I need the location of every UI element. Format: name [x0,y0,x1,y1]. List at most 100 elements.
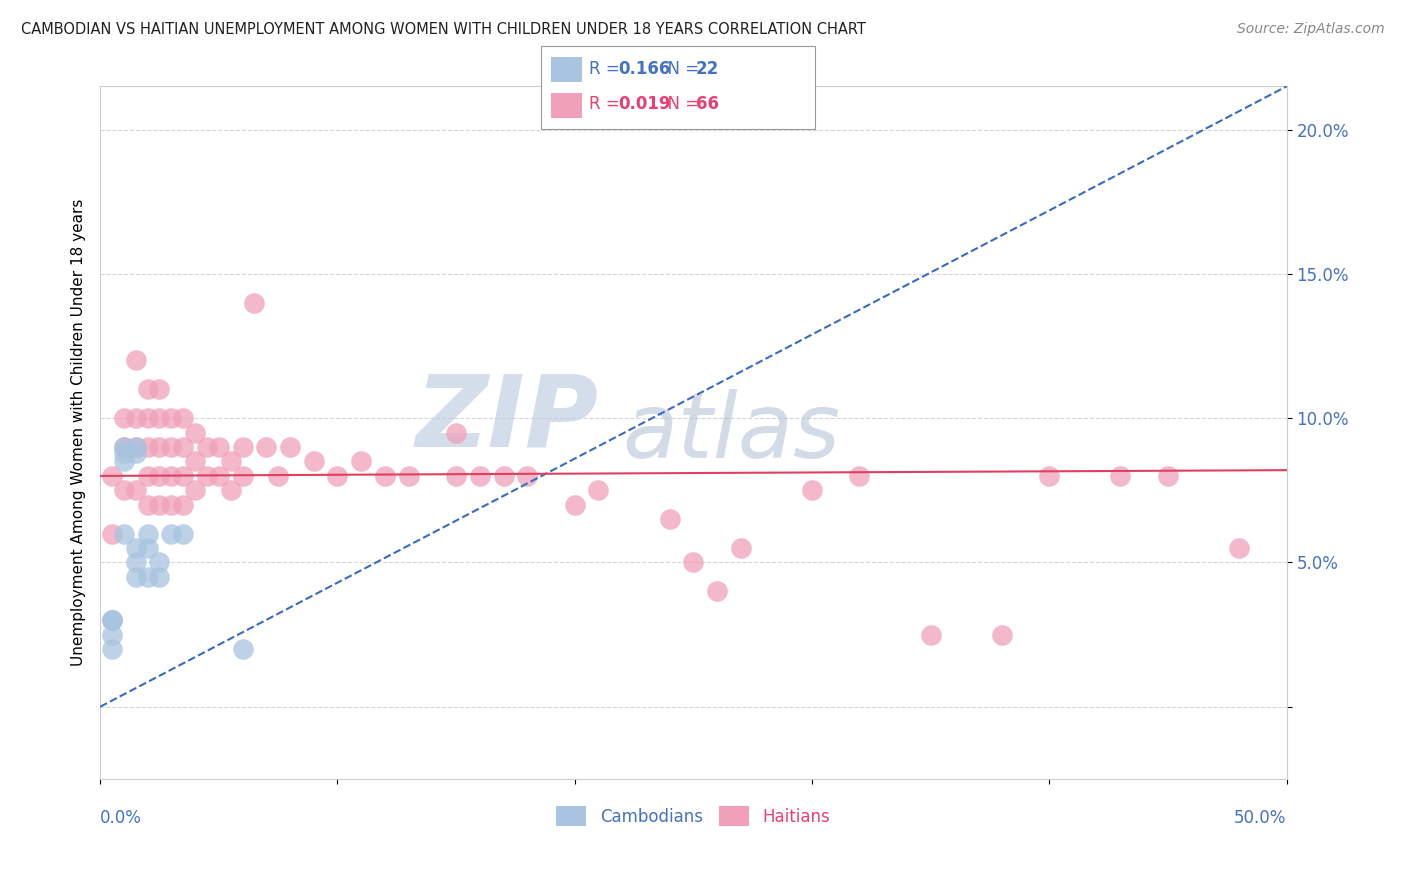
Point [101,627,124,641]
Point [991,627,1014,641]
Point [172,526,194,541]
Y-axis label: Unemployment Among Women with Children Under 18 years: Unemployment Among Women with Children U… [72,199,86,666]
Point [112,446,135,460]
Text: Source: ZipAtlas.com: Source: ZipAtlas.com [1237,22,1385,37]
Point [125,411,148,425]
Point [172,440,194,454]
Point [136,440,159,454]
Point [184,425,207,440]
Point [350,454,373,468]
Text: atlas: atlas [623,389,841,476]
Text: ZIP: ZIP [415,370,599,467]
Text: N =: N = [657,95,704,113]
Point [148,440,170,454]
Point [125,570,148,584]
Point [148,382,170,396]
Point [136,541,159,555]
Text: CAMBODIAN VS HAITIAN UNEMPLOYMENT AMONG WOMEN WITH CHILDREN UNDER 18 YEARS CORRE: CAMBODIAN VS HAITIAN UNEMPLOYMENT AMONG … [21,22,866,37]
Text: R =: R = [589,95,626,113]
Point [243,295,266,310]
Point [172,469,194,483]
Point [125,440,148,454]
Point [730,541,752,555]
Point [112,454,135,468]
Point [278,440,301,454]
Point [920,627,942,641]
Text: 22: 22 [696,60,720,78]
Text: 0.019: 0.019 [619,95,671,113]
Point [125,353,148,368]
Text: 66: 66 [696,95,718,113]
Point [492,469,515,483]
Point [125,440,148,454]
Point [444,469,467,483]
Point [658,512,681,526]
Point [219,454,242,468]
Point [1038,469,1060,483]
Point [184,483,207,498]
Point [848,469,870,483]
Point [148,469,170,483]
Point [208,469,231,483]
Point [706,584,728,599]
Point [682,556,704,570]
Point [112,483,135,498]
Text: 0.0%: 0.0% [100,809,142,828]
Point [1109,469,1132,483]
Point [125,556,148,570]
Point [112,440,135,454]
Point [195,469,218,483]
Point [172,498,194,512]
Point [101,642,124,657]
Point [219,483,242,498]
Point [148,570,170,584]
Point [516,469,538,483]
Point [172,411,194,425]
Text: 0.166: 0.166 [619,60,671,78]
Point [444,425,467,440]
Point [148,556,170,570]
Point [468,469,491,483]
Point [136,469,159,483]
Point [136,570,159,584]
Point [125,446,148,460]
Legend: Cambodians, Haitians: Cambodians, Haitians [550,799,837,833]
Point [564,498,586,512]
Point [231,642,253,657]
Point [148,411,170,425]
Point [208,440,231,454]
Point [160,440,183,454]
Point [231,440,253,454]
Text: N =: N = [657,60,704,78]
Point [302,454,325,468]
Point [398,469,420,483]
Point [160,498,183,512]
Point [101,613,124,627]
Point [148,498,170,512]
Point [136,498,159,512]
Point [267,469,290,483]
Point [1227,541,1250,555]
Point [195,440,218,454]
Point [588,483,610,498]
Point [326,469,349,483]
Point [112,440,135,454]
Point [101,613,124,627]
Text: R =: R = [589,60,626,78]
Point [136,526,159,541]
Point [231,469,253,483]
Point [160,469,183,483]
Point [112,411,135,425]
Point [184,454,207,468]
Point [254,440,277,454]
Point [160,526,183,541]
Point [374,469,396,483]
Point [125,483,148,498]
Point [1157,469,1180,483]
Point [160,411,183,425]
Point [101,613,124,627]
Point [125,541,148,555]
Point [112,526,135,541]
Point [136,382,159,396]
Text: 50.0%: 50.0% [1234,809,1286,828]
